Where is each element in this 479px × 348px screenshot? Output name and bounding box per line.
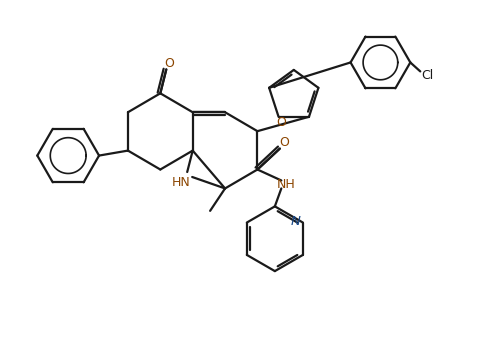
Text: O: O [279, 136, 289, 149]
Text: HN: HN [172, 176, 191, 189]
Text: O: O [276, 116, 286, 129]
Text: N: N [290, 215, 300, 228]
Text: O: O [164, 57, 174, 70]
Text: Cl: Cl [422, 69, 434, 82]
Text: NH: NH [277, 178, 296, 191]
